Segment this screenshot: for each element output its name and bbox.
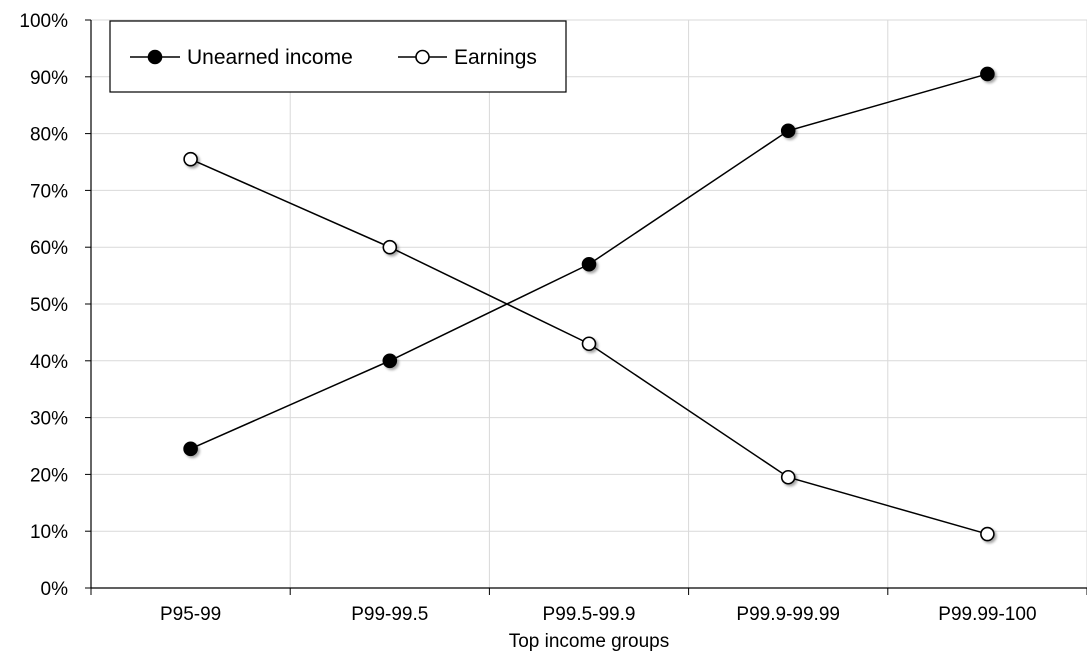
open-point-marker	[382, 239, 398, 255]
gridlines	[91, 19, 1087, 588]
y-tick-label: 30%	[30, 409, 68, 430]
x-tick-labels: P95-99 P99-99.5 P99.5-99.9 P99.9-99.99 P99.9…	[160, 604, 1037, 625]
legend: Unearned income Earnings	[109, 20, 567, 93]
y-tick-label: 80%	[30, 125, 68, 146]
x-tick-label: P99.99-100	[938, 604, 1036, 625]
legend-marker	[415, 49, 430, 65]
y-tick-labels: 0% 10% 20% 30% 40% 50% 60% 70% 80% 90% 100%	[19, 11, 68, 600]
y-tick-label: 0%	[41, 579, 69, 600]
y-tick-label: 60%	[30, 238, 68, 259]
y-tick-label: 90%	[30, 68, 68, 89]
x-tick-label: P99-99.5	[351, 604, 428, 625]
axes	[85, 19, 1087, 595]
y-tick-label: 70%	[30, 181, 68, 202]
filled-point-marker	[980, 66, 995, 82]
open-point-marker	[980, 526, 995, 542]
x-tick-label: P99.5-99.9	[543, 604, 636, 625]
filled-point-marker	[183, 441, 198, 457]
y-tick-label: 100%	[19, 11, 68, 32]
open-point-marker	[780, 469, 796, 485]
legend-marker	[147, 49, 163, 65]
filled-point-marker	[382, 353, 398, 369]
legend-label: Earnings	[454, 46, 537, 69]
y-tick-label: 50%	[30, 295, 68, 316]
series-markers	[183, 66, 995, 542]
legend-box	[109, 20, 567, 93]
x-tick-label: P95-99	[160, 604, 221, 625]
x-axis-title: Top income groups	[509, 631, 670, 652]
x-tick-label: P99.9-99.99	[736, 604, 840, 625]
open-point-marker	[581, 336, 597, 352]
open-point-marker	[183, 151, 198, 167]
y-tick-label: 40%	[30, 352, 68, 373]
legend-label: Unearned income	[187, 46, 353, 69]
y-tick-label: 10%	[30, 522, 68, 543]
filled-point-marker	[581, 256, 597, 272]
y-tick-label: 20%	[30, 465, 68, 486]
filled-point-marker	[780, 123, 796, 139]
